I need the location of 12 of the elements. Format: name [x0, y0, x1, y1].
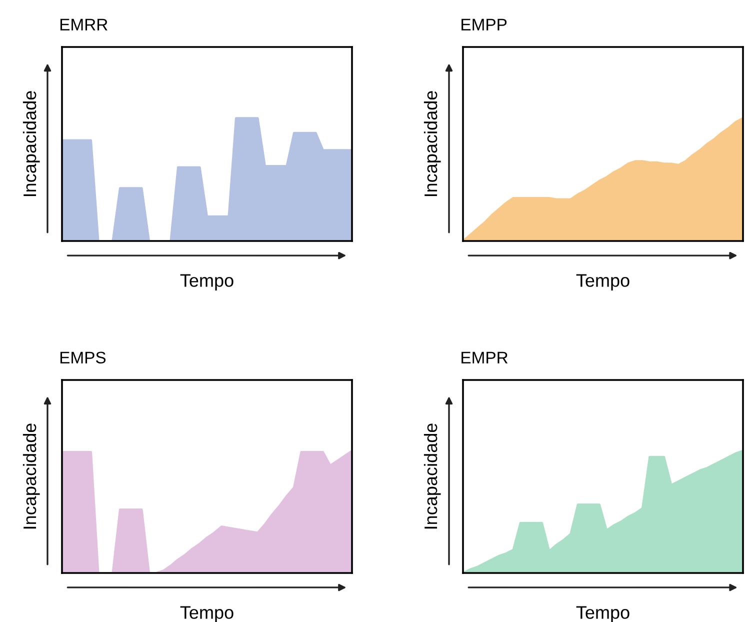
- y-axis-title: Incapacidade: [22, 424, 40, 529]
- chart-title: EMPP: [462, 18, 507, 30]
- chart-title: EMPR: [462, 352, 508, 364]
- y-axis-title: Incapacidade: [22, 91, 40, 196]
- x-axis-title: Tempo: [576, 606, 630, 622]
- x-axis-title: Tempo: [576, 274, 630, 290]
- x-axis-title: Tempo: [180, 274, 234, 290]
- y-axis-title: Incapacidade: [424, 91, 441, 196]
- y-axis-title: Incapacidade: [424, 424, 441, 529]
- chart-title: EMPS: [60, 352, 106, 364]
- chart-title: EMRR: [60, 18, 108, 30]
- x-axis-title: Tempo: [180, 606, 234, 622]
